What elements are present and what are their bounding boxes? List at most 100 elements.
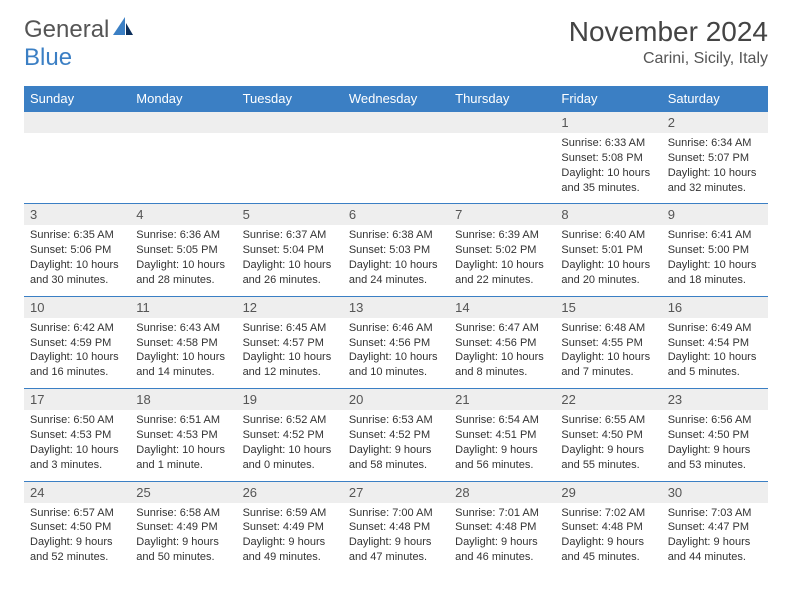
date-info-cell: Sunrise: 6:38 AMSunset: 5:03 PMDaylight:… (343, 225, 449, 296)
date-info-row: Sunrise: 6:42 AMSunset: 4:59 PM Daylight:… (24, 318, 768, 389)
daylight-text: Daylight: 10 hours and 30 minutes. (30, 258, 124, 288)
sunset-text: Sunset: 4:52 PM (243, 428, 337, 443)
sunrise-text: Sunrise: 6:45 AM (243, 321, 337, 336)
sunrise-text: Sunrise: 6:51 AM (136, 413, 230, 428)
date-number-cell: 5 (237, 204, 343, 226)
date-number-cell: 21 (449, 389, 555, 411)
date-info-cell: Sunrise: 6:34 AMSunset: 5:07 PMDaylight:… (662, 133, 768, 204)
sunrise-text: Sunrise: 6:33 AM (561, 136, 655, 151)
date-number-cell (343, 112, 449, 134)
date-number-cell: 11 (130, 296, 236, 318)
date-number-cell: 14 (449, 296, 555, 318)
sunset-text: Sunset: 4:57 PM (243, 336, 337, 351)
date-number-cell: 16 (662, 296, 768, 318)
sunrise-text: Sunrise: 7:00 AM (349, 506, 443, 521)
sunset-text: Sunset: 5:04 PM (243, 243, 337, 258)
date-number-cell (24, 112, 130, 134)
daylight-text: Daylight: 10 hours and 26 minutes. (243, 258, 337, 288)
daylight-text: Daylight: 10 hours and 18 minutes. (668, 258, 762, 288)
daylight-text: Daylight: 9 hours and 47 minutes. (349, 535, 443, 565)
sunrise-text: Sunrise: 6:36 AM (136, 228, 230, 243)
sunset-text: Sunset: 4:59 PM (30, 336, 124, 351)
date-info-cell: Sunrise: 6:51 AMSunset: 4:53 PMDaylight:… (130, 410, 236, 481)
sunset-text: Sunset: 4:51 PM (455, 428, 549, 443)
daylight-text: Daylight: 10 hours and 7 minutes. (561, 350, 655, 380)
date-number-cell (449, 112, 555, 134)
date-info-cell: Sunrise: 7:02 AMSunset: 4:48 PMDaylight:… (555, 503, 661, 573)
sunrise-text: Sunrise: 6:49 AM (668, 321, 762, 336)
sunset-text: Sunset: 4:48 PM (455, 520, 549, 535)
date-info-row: Sunrise: 6:57 AMSunset: 4:50 PMDaylight:… (24, 503, 768, 573)
sunrise-text: Sunrise: 6:40 AM (561, 228, 655, 243)
brand-text-1: General (24, 16, 109, 44)
date-number-cell: 9 (662, 204, 768, 226)
daylight-text: Daylight: 10 hours and 28 minutes. (136, 258, 230, 288)
date-info-cell: Sunrise: 6:59 AMSunset: 4:49 PMDaylight:… (237, 503, 343, 573)
date-number-cell: 1 (555, 112, 661, 134)
date-info-cell: Sunrise: 6:49 AMSunset: 4:54 PMDaylight:… (662, 318, 768, 389)
sunset-text: Sunset: 5:07 PM (668, 151, 762, 166)
date-info-cell: Sunrise: 7:00 AMSunset: 4:48 PMDaylight:… (343, 503, 449, 573)
sunset-text: Sunset: 5:08 PM (561, 151, 655, 166)
sunset-text: Sunset: 5:03 PM (349, 243, 443, 258)
sunset-text: Sunset: 4:54 PM (668, 336, 762, 351)
sunset-text: Sunset: 4:52 PM (349, 428, 443, 443)
date-number-cell: 28 (449, 481, 555, 503)
date-info-cell: Sunrise: 6:58 AMSunset: 4:49 PMDaylight:… (130, 503, 236, 573)
date-info-cell: Sunrise: 7:01 AMSunset: 4:48 PMDaylight:… (449, 503, 555, 573)
sunrise-text: Sunrise: 6:46 AM (349, 321, 443, 336)
date-number-cell (130, 112, 236, 134)
sunrise-text: Sunrise: 7:02 AM (561, 506, 655, 521)
daylight-text: Daylight: 10 hours and 10 minutes. (349, 350, 443, 380)
sunset-text: Sunset: 5:02 PM (455, 243, 549, 258)
date-number-row: 24252627282930 (24, 481, 768, 503)
date-number-cell: 30 (662, 481, 768, 503)
date-number-cell (237, 112, 343, 134)
date-number-cell: 7 (449, 204, 555, 226)
sunset-text: Sunset: 4:56 PM (349, 336, 443, 351)
date-info-cell: Sunrise: 6:43 AMSunset: 4:58 PMDaylight:… (130, 318, 236, 389)
sunrise-text: Sunrise: 6:53 AM (349, 413, 443, 428)
daylight-text: Daylight: 9 hours and 53 minutes. (668, 443, 762, 473)
date-number-cell: 26 (237, 481, 343, 503)
sunrise-text: Sunrise: 6:47 AM (455, 321, 549, 336)
date-info-cell: Sunrise: 6:48 AMSunset: 4:55 PMDaylight:… (555, 318, 661, 389)
day-header: Monday (130, 86, 236, 112)
sunrise-text: Sunrise: 6:48 AM (561, 321, 655, 336)
sunrise-text: Sunrise: 6:52 AM (243, 413, 337, 428)
date-info-cell: Sunrise: 6:52 AMSunset: 4:52 PMDaylight:… (237, 410, 343, 481)
daylight-text: Daylight: 10 hours and 12 minutes. (243, 350, 337, 380)
daylight-text: Daylight: 9 hours and 50 minutes. (136, 535, 230, 565)
date-info-cell (449, 133, 555, 204)
date-number-cell: 23 (662, 389, 768, 411)
daylight-text: Daylight: 9 hours and 46 minutes. (455, 535, 549, 565)
date-number-cell: 8 (555, 204, 661, 226)
page-title: November 2024 (569, 16, 768, 48)
date-info-cell: Sunrise: 6:47 AMSunset: 4:56 PMDaylight:… (449, 318, 555, 389)
date-number-cell: 6 (343, 204, 449, 226)
daylight-text: Daylight: 9 hours and 45 minutes. (561, 535, 655, 565)
sunrise-text: Sunrise: 6:42 AM (30, 321, 124, 336)
date-info-cell: Sunrise: 6:33 AMSunset: 5:08 PMDaylight:… (555, 133, 661, 204)
date-number-row: 3456789 (24, 204, 768, 226)
sunset-text: Sunset: 4:47 PM (668, 520, 762, 535)
date-number-cell: 3 (24, 204, 130, 226)
brand-logo: General (24, 16, 139, 44)
sunrise-text: Sunrise: 6:50 AM (30, 413, 124, 428)
date-number-cell: 22 (555, 389, 661, 411)
sunrise-text: Sunrise: 6:54 AM (455, 413, 549, 428)
day-header: Saturday (662, 86, 768, 112)
date-info-cell: Sunrise: 6:54 AMSunset: 4:51 PMDaylight:… (449, 410, 555, 481)
date-number-cell: 2 (662, 112, 768, 134)
date-number-row: 17181920212223 (24, 389, 768, 411)
day-header: Wednesday (343, 86, 449, 112)
date-info-cell: Sunrise: 6:56 AMSunset: 4:50 PMDaylight:… (662, 410, 768, 481)
day-header-row: Sunday Monday Tuesday Wednesday Thursday… (24, 86, 768, 112)
sunrise-text: Sunrise: 6:39 AM (455, 228, 549, 243)
daylight-text: Daylight: 10 hours and 32 minutes. (668, 166, 762, 196)
date-info-row: Sunrise: 6:33 AMSunset: 5:08 PM Daylight:… (24, 133, 768, 204)
sunset-text: Sunset: 4:48 PM (561, 520, 655, 535)
date-info-cell (343, 133, 449, 204)
sunset-text: Sunset: 4:56 PM (455, 336, 549, 351)
sunrise-text: Sunrise: 6:35 AM (30, 228, 124, 243)
